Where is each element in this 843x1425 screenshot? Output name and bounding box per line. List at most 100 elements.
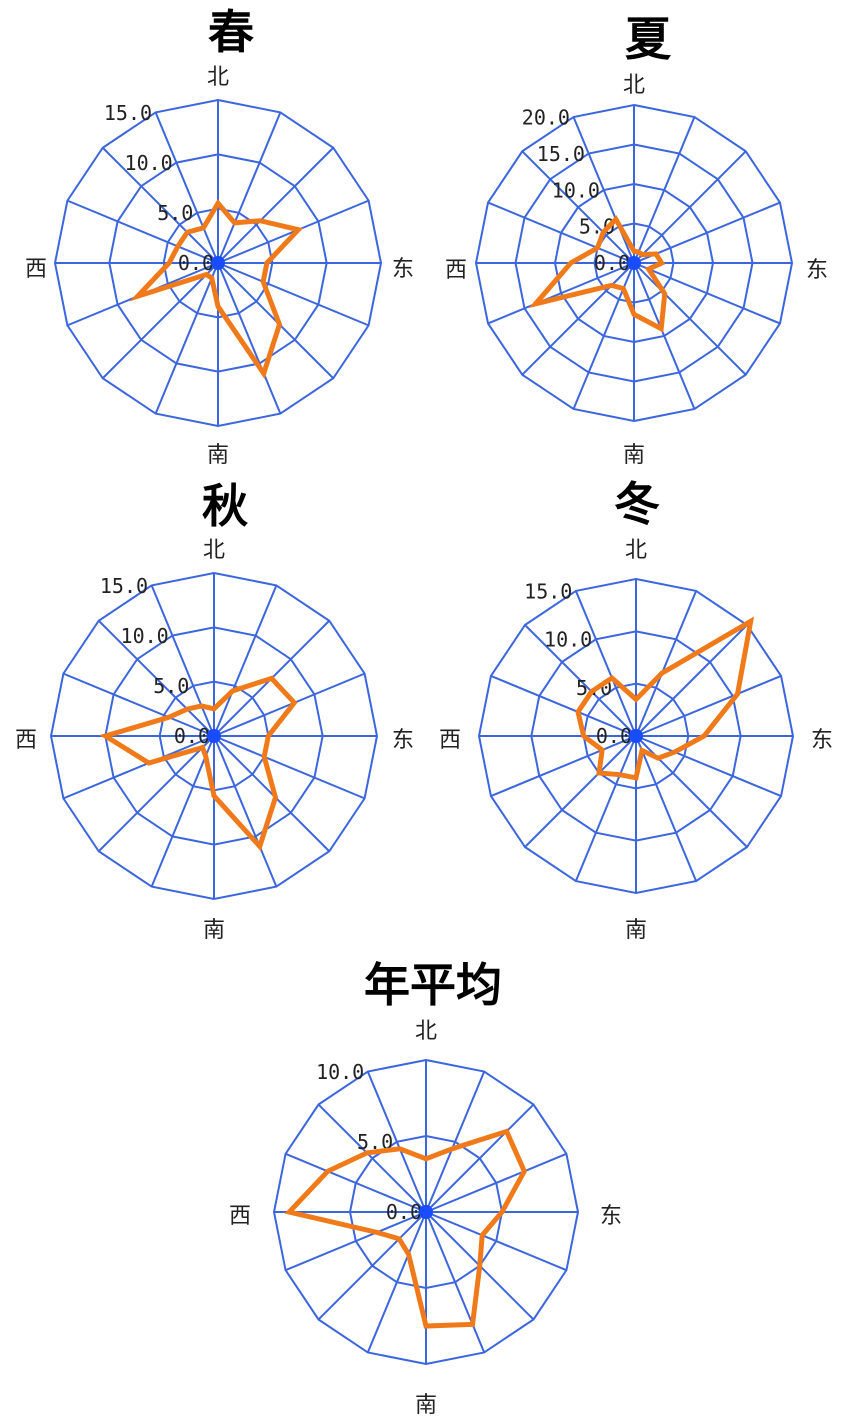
radial-tick-label: 5.0	[153, 674, 189, 698]
grid-spoke	[217, 112, 282, 264]
direction-label-south: 南	[415, 1393, 437, 1418]
direction-label-north: 北	[415, 1019, 437, 1044]
direction-label-west: 西	[439, 728, 461, 753]
grid-spoke	[425, 1071, 486, 1213]
radial-tick-labels: 0.05.010.015.0	[524, 580, 632, 748]
grid-spoke	[317, 1103, 427, 1213]
radial-tick-labels: 0.05.010.015.0	[104, 101, 214, 275]
direction-label-south: 南	[207, 443, 229, 468]
grid-spoke	[63, 735, 215, 800]
grid-spoke	[98, 735, 215, 852]
grid-spoke	[425, 1211, 486, 1353]
radial-tick-label: 20.0	[522, 106, 570, 130]
grid-spoke	[633, 150, 747, 264]
grid-spoke	[635, 735, 748, 848]
direction-label-south: 南	[623, 443, 645, 468]
grid-spoke	[102, 147, 219, 264]
radial-tick-label: 10.0	[552, 178, 600, 202]
grid-spoke	[154, 112, 219, 264]
grid-spoke	[213, 735, 365, 800]
grid-spoke	[213, 672, 365, 737]
series-polygon	[99, 675, 298, 852]
radial-tick-label: 5.0	[157, 201, 193, 225]
series-polygon	[528, 215, 668, 333]
radial-tick-label: 15.0	[524, 580, 572, 604]
direction-label-east: 东	[600, 1204, 622, 1229]
grid-spoke	[635, 624, 748, 737]
radar-grid	[49, 571, 379, 901]
direction-label-west: 西	[15, 728, 37, 753]
radial-tick-label: 15.0	[100, 574, 148, 598]
grid-spoke	[102, 262, 219, 379]
grid-spoke	[154, 262, 219, 414]
grid-spoke	[217, 262, 282, 414]
grid-spoke	[635, 735, 698, 882]
direction-label-south: 南	[625, 918, 647, 943]
radar-grid	[477, 577, 795, 895]
center-dot	[627, 256, 641, 270]
center-dot	[211, 256, 225, 270]
grid-spoke	[366, 1071, 427, 1213]
grid-spoke	[487, 262, 635, 325]
grid-spoke	[213, 735, 330, 852]
chart-title: 冬	[614, 477, 660, 531]
series-polygon	[284, 1128, 528, 1329]
radar-chart-annual-average: 年平均 0.05.010.0 北 东 南 西	[229, 958, 622, 1418]
direction-label-north: 北	[625, 538, 647, 563]
direction-label-north: 北	[623, 73, 645, 98]
chart-title: 春	[208, 5, 254, 59]
radar-chart-spring: 春 0.0 5.0 10.0 15.0 北 东 南 西	[25, 5, 414, 468]
grid-spoke	[635, 674, 782, 737]
radial-tick-label: 15.0	[104, 101, 152, 125]
direction-label-south: 南	[203, 918, 225, 943]
grid-spoke	[633, 201, 781, 264]
radar-grid	[474, 103, 794, 423]
direction-label-west: 西	[445, 258, 467, 283]
grid-spoke	[633, 116, 696, 264]
grid-spoke	[633, 262, 781, 325]
grid-spoke	[521, 262, 635, 376]
direction-label-east: 东	[806, 258, 828, 283]
radar-chart-winter: 冬 0.05.010.015.0 北 东 南 西	[439, 477, 833, 943]
grid-spoke	[633, 262, 696, 410]
direction-label-east: 东	[392, 728, 414, 753]
grid-spoke	[213, 585, 278, 737]
grid-spoke	[98, 620, 215, 737]
center-dot	[207, 729, 221, 743]
direction-label-north: 北	[207, 65, 229, 90]
radar-grid	[272, 1058, 580, 1366]
grid-spoke	[285, 1152, 427, 1213]
chart-title: 夏	[625, 12, 672, 66]
radial-tick-labels: 0.05.010.0	[316, 1060, 422, 1224]
center-dot	[419, 1205, 433, 1219]
radial-tick-labels: 0.05.010.015.0	[100, 574, 210, 748]
grid-spoke	[217, 262, 369, 327]
direction-label-west: 西	[229, 1204, 251, 1229]
grid-spoke	[572, 116, 635, 264]
grid-spoke	[217, 147, 334, 264]
chart-title: 年平均	[364, 958, 502, 1012]
radial-tick-label: 0.0	[596, 724, 632, 748]
radial-tick-label: 0.0	[386, 1200, 422, 1224]
grid-spoke	[366, 1211, 427, 1353]
radar-grid	[53, 98, 383, 428]
radial-tick-label: 10.0	[544, 628, 592, 652]
grid-spoke	[425, 1103, 535, 1213]
grid-spoke	[574, 590, 637, 737]
radial-tick-labels: 0.05.010.015.020.0	[522, 106, 630, 275]
radial-tick-label: 15.0	[537, 142, 585, 166]
radial-tick-label: 10.0	[316, 1060, 364, 1084]
direction-label-west: 西	[25, 257, 47, 282]
grid-spoke	[63, 672, 215, 737]
grid-spoke	[425, 1152, 567, 1213]
radial-tick-label: 10.0	[125, 151, 173, 175]
radial-tick-label: 10.0	[121, 624, 169, 648]
grid-spoke	[521, 150, 635, 264]
grid-spoke	[425, 1211, 567, 1272]
grid-spoke	[635, 590, 698, 737]
grid-spoke	[285, 1211, 427, 1272]
grid-spoke	[213, 735, 278, 887]
series-polygon	[129, 198, 304, 380]
grid-spoke	[487, 201, 635, 264]
grid-spoke	[633, 262, 747, 376]
